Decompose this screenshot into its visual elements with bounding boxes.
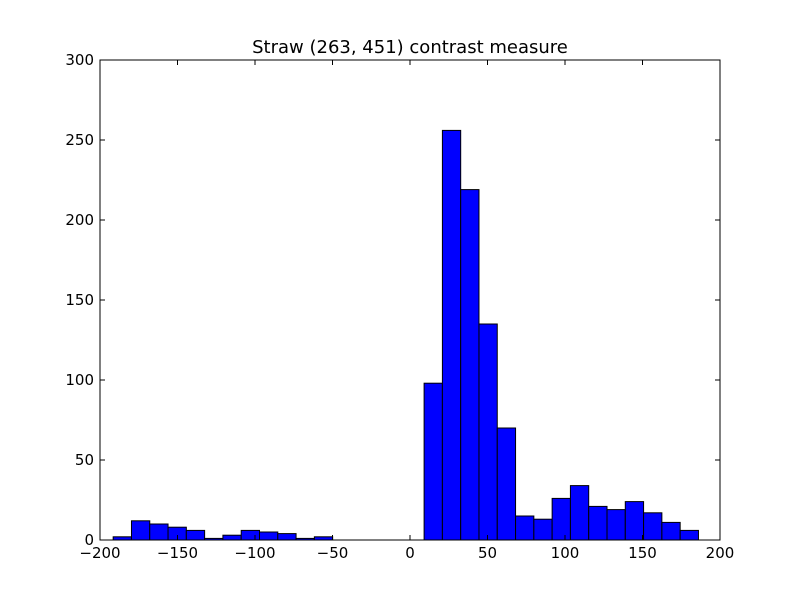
chart-title: Straw (263, 451) contrast measure [252,37,568,58]
histogram-bar [569,485,590,541]
x-tick-label: 150 [628,544,657,562]
y-tick-label: 300 [65,51,94,69]
histogram-bar [222,534,242,541]
y-tick-label: 50 [75,451,94,469]
histogram-bar [441,129,462,541]
x-tick-label: −200 [79,544,120,562]
histogram-bar [185,529,206,541]
histogram-bar [149,523,169,541]
histogram-bar [496,427,517,541]
plot-area-frame [99,59,721,541]
histogram-bar [130,520,151,541]
x-tick-label: 200 [706,544,735,562]
x-tick-label: 50 [478,544,497,562]
y-axis-tick-labels: 0 50 100 150 200 250 300 [65,51,94,549]
y-tick-label: 150 [65,291,94,309]
y-tick-label: 100 [65,371,94,389]
y-tick-label: 200 [65,211,94,229]
y-tick-label: 250 [65,131,94,149]
histogram-bar [533,518,553,541]
histogram-bar [423,382,443,541]
histogram-bar [478,323,498,541]
histogram-bar [679,529,699,541]
x-tick-label: −150 [157,544,198,562]
histogram-bar [661,521,681,541]
y-tick-label: 0 [84,531,94,549]
x-tick-label: −100 [234,544,275,562]
histogram-bar [277,533,297,541]
x-axis-tick-labels: −200 −150 −100 −50 0 50 100 150 200 [79,544,734,562]
histogram-bar [515,515,535,541]
histogram-bar [624,501,645,541]
histogram-bar [551,497,571,541]
histogram-bar [240,529,260,541]
histogram-bar [460,189,480,541]
plot-area-background [100,60,720,540]
histogram-bar [588,505,608,541]
x-tick-label: −50 [317,544,349,562]
histogram-bar [606,509,626,541]
histogram-bar [259,531,279,541]
x-tick-label: 100 [551,544,580,562]
histogram-bar [643,512,663,541]
x-tick-label: 0 [405,544,415,562]
